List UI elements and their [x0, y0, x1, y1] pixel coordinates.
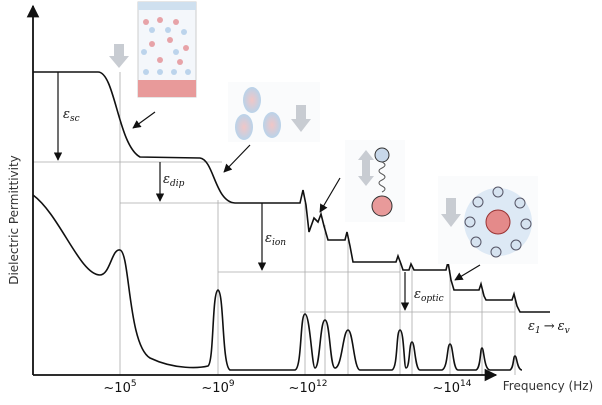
- epsilon-sc-label: εsc: [63, 107, 80, 124]
- symbol: ε: [558, 319, 565, 334]
- epsilon-arrows: [53, 72, 481, 311]
- tick-base: ~10: [201, 381, 228, 396]
- subscript: v: [565, 326, 570, 336]
- epsilon-ion-label: εion: [265, 231, 286, 248]
- tick-base: ~10: [433, 381, 460, 396]
- epsilon-limit-label: ε1 → εv: [528, 319, 570, 336]
- ionic-icon: [345, 140, 405, 222]
- symbol: ε: [414, 287, 421, 302]
- x-axis-label: Frequency (Hz): [503, 379, 594, 393]
- tick-exp: 9: [229, 379, 235, 389]
- tick-exp: 5: [131, 379, 137, 389]
- epsilon-optic-label: εoptic: [414, 287, 444, 304]
- helper-lines: [33, 72, 516, 375]
- tick-base: ~10: [103, 381, 130, 396]
- arrow: →: [544, 319, 555, 334]
- tick-exp: 12: [316, 379, 327, 389]
- electronic-icon: [438, 176, 538, 264]
- dipole-icon: [228, 82, 320, 142]
- subscript: optic: [421, 294, 444, 304]
- symbol: ε: [163, 172, 170, 187]
- symbol: ε: [63, 107, 70, 122]
- x-tick-label: ~1014: [433, 379, 472, 396]
- axes: [26, 4, 498, 382]
- epsilon-dip-label: εdip: [163, 172, 185, 189]
- tick-base: ~10: [289, 381, 316, 396]
- x-tick-label: ~105: [103, 379, 136, 396]
- subscript: dip: [170, 179, 185, 189]
- symbol: ε: [528, 319, 535, 334]
- x-tick-label: ~109: [201, 379, 234, 396]
- space-charge-icon: [109, 1, 197, 98]
- subscript: 1: [535, 326, 541, 336]
- imaginary-part-curve: [32, 194, 523, 371]
- y-axis-label: Dielectric Permittivity: [7, 155, 21, 285]
- tick-exp: 14: [460, 379, 472, 389]
- subscript: sc: [70, 114, 80, 124]
- symbol: ε: [265, 231, 272, 246]
- x-tick-label: ~1012: [289, 379, 328, 396]
- real-part-curve: [33, 71, 550, 313]
- subscript: ion: [272, 238, 286, 248]
